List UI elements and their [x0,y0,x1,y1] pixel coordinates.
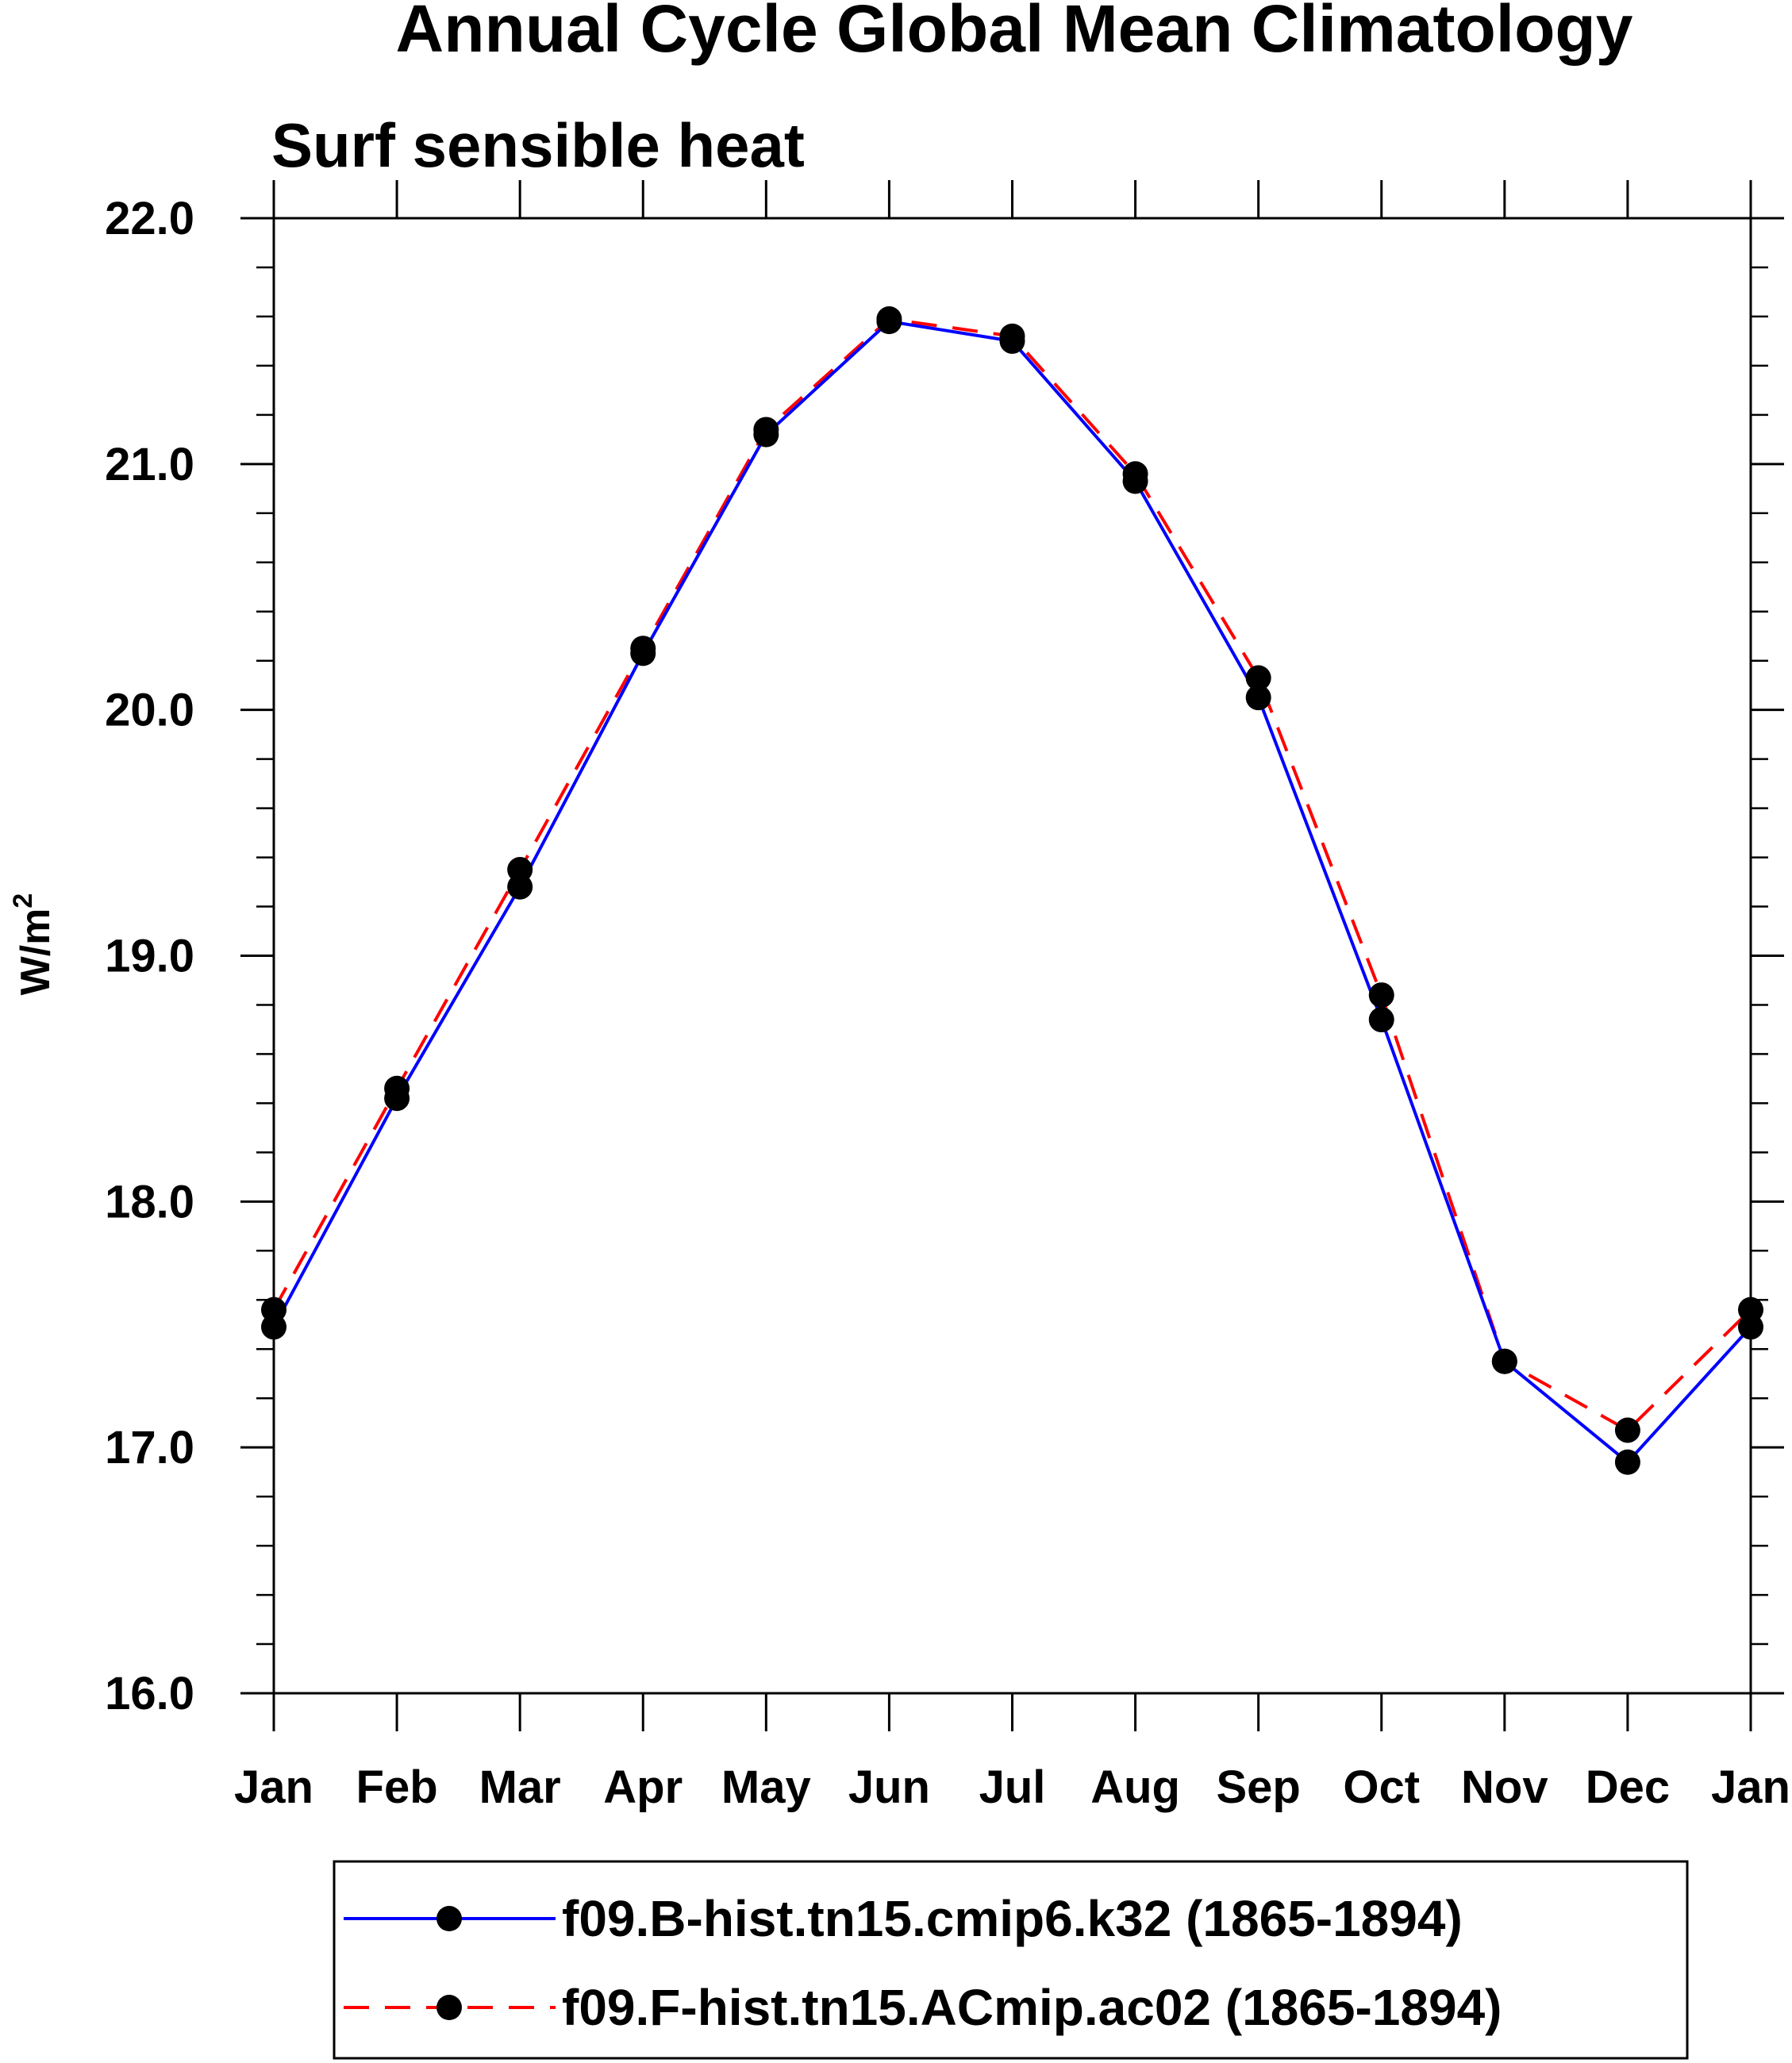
y-axis-label: W/m2 [8,893,59,996]
series-1-point [1368,1007,1394,1033]
series-2-point [1245,665,1271,691]
y-tick-label: 21.0 [105,439,194,490]
x-tick-label: Sep [1216,1761,1300,1813]
series-2-point [753,417,779,443]
series-2-point [630,636,656,662]
axes: 16.0 17.0 18.0 19.0 20.0 21.0 22.0 Jan Feb Mar Apr… [105,180,1790,1813]
legend-marker-series-1 [436,1906,462,1931]
legend: f09.B-hist.tn15.cmip6.k32 (1865-1894) f0… [333,1860,1689,2060]
x-tick-label: Nov [1461,1761,1548,1813]
series-2-point [1491,1348,1517,1374]
chart-title: Annual Cycle Global Mean Climatology [396,0,1633,66]
x-tick-label: May [721,1761,811,1813]
y-tick-label: 20.0 [105,685,194,736]
series-2-point [384,1075,410,1101]
series-2-point [261,1297,286,1323]
legend-label-series-2: f09.F-hist.tn15.ACmip.ac02 (1865-1894) [562,1979,1502,2036]
series-1-point [1245,685,1271,711]
legend-marker-series-2 [436,1995,462,2020]
x-tick-label: Jan [234,1761,313,1813]
y-axis-label-base: W/m [13,909,59,996]
legend-box [333,1860,1689,2060]
y-tick-label: 18.0 [105,1176,194,1227]
series-2-point [1368,982,1394,1008]
series-2-point [507,857,533,883]
series-2-point [999,323,1025,349]
series-2-point [1614,1417,1640,1443]
plot-series [261,306,1763,1475]
x-tick-label: Aug [1090,1761,1180,1813]
y-tick-label: 19.0 [105,931,194,982]
y-tick-label: 16.0 [105,1668,194,1719]
y-tick-label: 22.0 [105,193,194,244]
x-tick-label: Feb [356,1761,438,1813]
x-tick-label: Oct [1343,1761,1420,1813]
chart-subtitle: Surf sensible heat [271,110,805,180]
series-2-point [1122,461,1148,487]
series-2-point [876,306,902,332]
x-tick-label: Mar [479,1761,561,1813]
legend-label-series-1: f09.B-hist.tn15.cmip6.k32 (1865-1894) [562,1890,1463,1947]
series-2-point [1738,1297,1763,1323]
y-axis-label-superscript: 2 [8,893,38,909]
x-tick-label: Apr [603,1761,683,1813]
y-tick-label: 17.0 [105,1422,194,1473]
x-tick-label: Jul [979,1761,1046,1813]
x-tick-label: Jan [1711,1761,1790,1813]
series-1-point [1614,1449,1640,1475]
x-tick-label: Jun [848,1761,930,1813]
x-tick-label: Dec [1586,1761,1670,1813]
